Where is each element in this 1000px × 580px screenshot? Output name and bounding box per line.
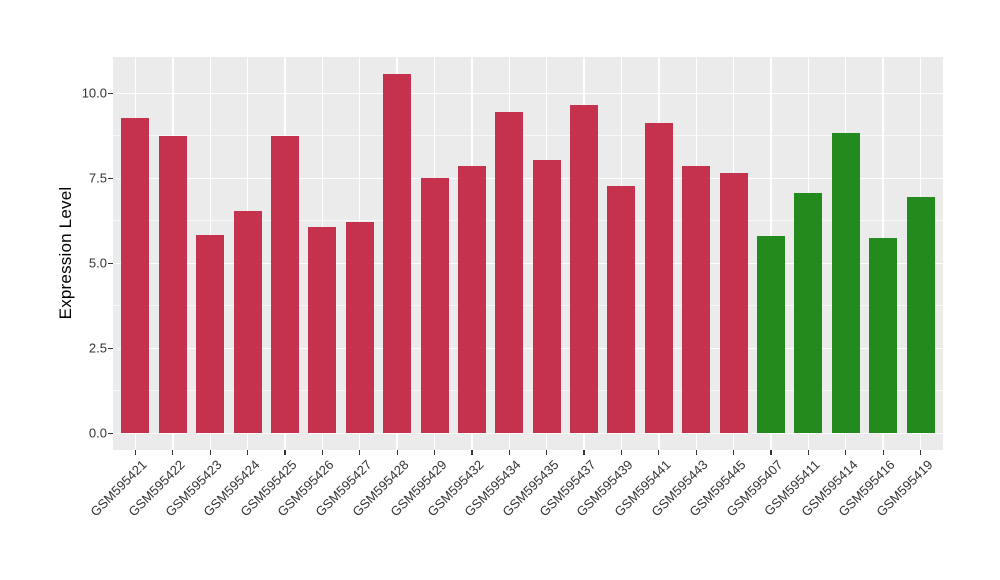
major-gridline <box>113 177 943 180</box>
x-tick-mark <box>658 449 660 455</box>
x-tick-mark <box>433 449 436 455</box>
minor-gridline <box>113 220 943 222</box>
x-tick-mark <box>546 449 548 455</box>
x-tick-mark <box>807 449 809 455</box>
y-tick-mark <box>108 262 113 264</box>
bar-GSM595432 <box>457 166 486 434</box>
minor-gridline <box>113 135 943 137</box>
major-gridline <box>113 262 943 265</box>
y-tick-mark <box>108 177 113 179</box>
x-tick-mark <box>359 449 361 455</box>
bar-GSM595423 <box>196 235 225 434</box>
y-tick-label: 7.5 <box>88 170 107 186</box>
x-tick-mark <box>508 449 510 455</box>
x-tick-mark <box>919 449 922 455</box>
bar-GSM595416 <box>869 238 898 434</box>
bar-GSM595414 <box>831 132 860 434</box>
bar-GSM595421 <box>121 118 150 434</box>
bar-GSM595425 <box>271 135 300 434</box>
y-tick-label: 0.0 <box>88 425 107 441</box>
major-gridline <box>113 432 943 435</box>
minor-gridline <box>113 390 943 392</box>
x-tick-mark <box>284 449 286 455</box>
x-tick-mark <box>321 449 323 455</box>
y-tick-mark <box>108 347 113 349</box>
bar-GSM595435 <box>532 160 561 434</box>
x-tick-mark <box>247 449 249 455</box>
x-tick-mark <box>620 449 623 455</box>
bar-GSM595439 <box>607 186 636 434</box>
bar-GSM595424 <box>233 210 262 434</box>
x-tick-mark <box>583 449 585 455</box>
bar-GSM595426 <box>308 226 337 434</box>
plot-panel <box>113 57 943 450</box>
x-tick-mark <box>770 449 772 455</box>
x-tick-mark <box>134 449 137 455</box>
major-gridline <box>113 92 943 95</box>
x-tick-mark <box>882 449 884 455</box>
minor-gridline <box>113 305 943 307</box>
x-tick-mark <box>471 449 473 455</box>
x-tick-mark <box>733 449 735 455</box>
x-tick-mark <box>845 449 847 455</box>
y-tick-label: 5.0 <box>88 255 107 271</box>
bar-GSM595434 <box>495 112 524 434</box>
x-tick-mark <box>695 449 697 455</box>
x-tick-mark <box>209 449 211 455</box>
x-tick-mark <box>396 449 398 455</box>
bar-GSM595407 <box>756 236 785 434</box>
major-gridline <box>113 347 943 350</box>
x-tick-mark <box>172 449 174 455</box>
y-tick-label: 2.5 <box>88 340 107 356</box>
y-tick-label: 10.0 <box>81 85 107 101</box>
bar-GSM595443 <box>682 166 711 434</box>
bar-GSM595411 <box>794 192 823 434</box>
bar-GSM595445 <box>719 172 748 434</box>
bar-GSM595437 <box>570 104 599 434</box>
y-tick-mark <box>108 92 113 94</box>
y-tick-mark <box>108 432 113 434</box>
bar-GSM595427 <box>345 222 374 434</box>
bar-GSM595441 <box>644 122 673 434</box>
y-axis-title: Expression Level <box>56 186 75 320</box>
bar-GSM595429 <box>420 178 449 434</box>
bar-GSM595422 <box>158 136 187 434</box>
bar-GSM595419 <box>906 197 935 434</box>
bar-GSM595428 <box>383 74 412 434</box>
